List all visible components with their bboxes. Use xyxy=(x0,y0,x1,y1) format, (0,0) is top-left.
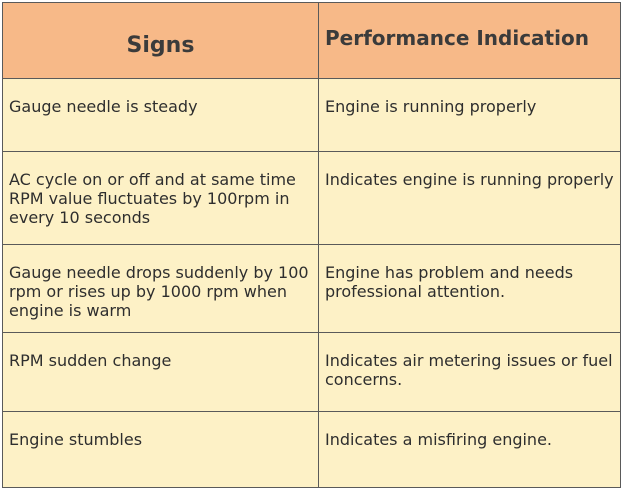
indication-cell: Indicates engine is running properly xyxy=(318,151,621,245)
header-performance-indication: Performance Indication xyxy=(318,2,621,79)
indication-cell: Engine has problem and needs professiona… xyxy=(318,244,621,333)
table-row: Engine stumbles Indicates a misfiring en… xyxy=(2,411,621,488)
sign-cell: AC cycle on or off and at same time RPM … xyxy=(2,151,319,245)
table-row: Gauge needle is steady Engine is running… xyxy=(2,78,621,152)
header-signs: Signs xyxy=(2,2,319,79)
sign-cell: RPM sudden change xyxy=(2,332,319,412)
indication-cell: Indicates a misfiring engine. xyxy=(318,411,621,488)
table-row: RPM sudden change Indicates air metering… xyxy=(2,332,621,412)
sign-cell: Engine stumbles xyxy=(2,411,319,488)
indication-cell: Indicates air metering issues or fuel co… xyxy=(318,332,621,412)
indication-cell: Engine is running properly xyxy=(318,78,621,152)
sign-cell: Gauge needle is steady xyxy=(2,78,319,152)
sign-cell: Gauge needle drops suddenly by 100 rpm o… xyxy=(2,244,319,333)
table-row: AC cycle on or off and at same time RPM … xyxy=(2,151,621,245)
table-header-row: Signs Performance Indication xyxy=(2,2,621,79)
table-row: Gauge needle drops suddenly by 100 rpm o… xyxy=(2,244,621,333)
